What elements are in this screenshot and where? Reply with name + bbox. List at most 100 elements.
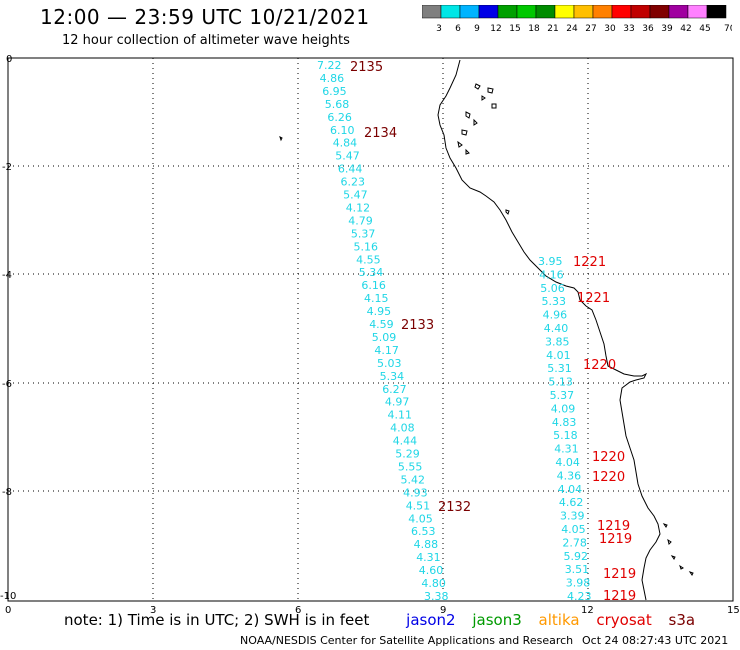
- legend-s3a: s3a: [668, 611, 696, 629]
- wave-height-value: 4.04: [558, 483, 583, 496]
- pass-label: 2132: [438, 500, 471, 515]
- wave-height-value: 5.34: [380, 370, 405, 383]
- x-axis-ticks: 0 3 6 9 12 15: [5, 605, 740, 616]
- y-axis-ticks: 0 -2 -4 -6 -8 -10: [0, 54, 16, 602]
- wave-height-value: 4.62: [559, 496, 584, 509]
- wave-height-value: 6.27: [382, 383, 407, 396]
- wave-height-value: 4.31: [416, 551, 441, 564]
- color-scale-label: 24: [566, 24, 578, 33]
- altimeter-track-1: 7.224.866.955.686.266.104.845.476.446.23…: [317, 59, 449, 603]
- wave-height-value: 4.79: [348, 214, 373, 227]
- wave-height-value: 5.31: [547, 362, 572, 375]
- color-scale-label: 36: [642, 24, 654, 33]
- pass-label: 1219: [603, 567, 636, 582]
- wave-height-value: 5.47: [335, 150, 360, 163]
- wave-height-value: 4.05: [408, 512, 433, 525]
- wave-height-value: 5.29: [395, 448, 420, 461]
- wave-height-value: 4.55: [356, 253, 381, 266]
- y-tick: -2: [2, 162, 12, 173]
- wave-height-value: 3.38: [424, 590, 449, 603]
- wave-height-value: 4.86: [320, 72, 345, 85]
- pass-time-labels: 2135 2134 2133 2132 1221 1221 1220 1220 …: [350, 60, 636, 604]
- color-scale-label: 45: [699, 24, 710, 33]
- wave-height-value: 5.68: [325, 98, 350, 111]
- wave-height-value: 4.59: [369, 318, 394, 331]
- wave-height-value: 3.85: [545, 335, 570, 348]
- wave-height-value: 5.55: [398, 461, 423, 474]
- color-scale-label: 6: [455, 24, 461, 33]
- credit-text: NOAA/NESDIS Center for Satellite Applica…: [240, 634, 574, 647]
- color-scale-label: 15: [509, 24, 520, 33]
- wave-height-value: 4.96: [543, 309, 568, 322]
- wave-height-value: 6.53: [411, 525, 436, 538]
- wave-height-value: 3.95: [538, 255, 563, 268]
- wave-height-value: 3.98: [566, 577, 591, 590]
- wave-height-value: 4.15: [364, 292, 389, 305]
- wave-height-value: 5.92: [564, 550, 589, 563]
- pass-label: 1219: [597, 519, 630, 534]
- x-tick: 0: [5, 605, 11, 616]
- wave-height-value: 4.60: [419, 564, 444, 577]
- wave-height-value: 4.80: [421, 577, 446, 590]
- pass-label: 2135: [350, 60, 383, 75]
- wave-height-value: 3.51: [565, 563, 590, 576]
- wave-height-value: 4.04: [555, 456, 580, 469]
- color-scale-label: 18: [528, 24, 540, 33]
- wave-height-value: 6.44: [338, 163, 363, 176]
- color-scale-label: 3: [436, 24, 442, 33]
- x-tick: 15: [727, 605, 740, 616]
- y-tick: -6: [2, 379, 12, 390]
- wave-height-value: 4.12: [346, 202, 371, 215]
- x-tick: 6: [295, 605, 301, 616]
- x-tick: 9: [440, 605, 446, 616]
- wave-height-value: 2.78: [562, 536, 587, 549]
- wave-height-value: 5.37: [550, 389, 575, 402]
- wave-height-value: 4.05: [561, 523, 586, 536]
- wave-height-value: 4.40: [544, 322, 569, 335]
- color-scale-label: 27: [585, 24, 596, 33]
- wave-height-value: 4.01: [546, 349, 571, 362]
- wave-height-value: 4.93: [403, 486, 428, 499]
- wave-height-value: 5.37: [351, 227, 376, 240]
- pass-label: 1220: [592, 470, 625, 485]
- wave-height-value: 4.51: [406, 499, 431, 512]
- wave-height-value: 4.31: [554, 443, 579, 456]
- legend-altika: altika: [538, 611, 580, 629]
- wave-height-value: 6.95: [322, 85, 347, 98]
- pass-label: 1219: [599, 532, 632, 547]
- pass-label: 1220: [583, 358, 616, 373]
- wave-height-value: 4.88: [414, 538, 439, 551]
- page-title: 12:00 — 23:59 UTC 10/21/2021: [40, 5, 370, 29]
- wave-height-value: 5.18: [553, 429, 578, 442]
- legend-jason3: jason3: [472, 611, 522, 629]
- wave-height-value: 4.11: [388, 409, 413, 422]
- pass-label: 2134: [364, 126, 397, 141]
- color-scale-label: 33: [623, 24, 634, 33]
- wave-height-value: 4.44: [393, 435, 418, 448]
- wave-height-value: 5.33: [542, 295, 567, 308]
- wave-height-value: 5.13: [548, 376, 573, 389]
- y-tick: -4: [2, 270, 12, 281]
- color-scale-label: 30: [604, 24, 616, 33]
- color-scale-label: 42: [680, 24, 691, 33]
- y-tick: -8: [2, 487, 12, 498]
- wave-height-value: 5.03: [377, 357, 402, 370]
- wave-height-value: 3.39: [560, 510, 585, 523]
- wave-height-value: 4.09: [551, 402, 576, 415]
- islands: [279, 83, 694, 576]
- pass-label: 1221: [573, 255, 606, 270]
- page-subtitle: 12 hour collection of altimeter wave hei…: [62, 33, 350, 48]
- legend-row: note: 1) Time is in UTC; 2) SWH is in fe…: [64, 611, 707, 629]
- wave-height-value: 5.06: [540, 282, 565, 295]
- wave-height-value: 4.16: [539, 268, 564, 281]
- wave-height-value: 4.23: [567, 590, 592, 603]
- wave-height-value: 6.10: [330, 124, 355, 137]
- wave-height-value: 6.26: [327, 111, 352, 124]
- legend-cryosat: cryosat: [596, 611, 652, 629]
- pass-label: 2133: [401, 318, 434, 333]
- wave-height-value: 4.83: [552, 416, 577, 429]
- color-scale-label: 39: [661, 24, 673, 33]
- wave-height-value: 5.42: [401, 473, 426, 486]
- wave-height-value: 5.09: [372, 331, 397, 344]
